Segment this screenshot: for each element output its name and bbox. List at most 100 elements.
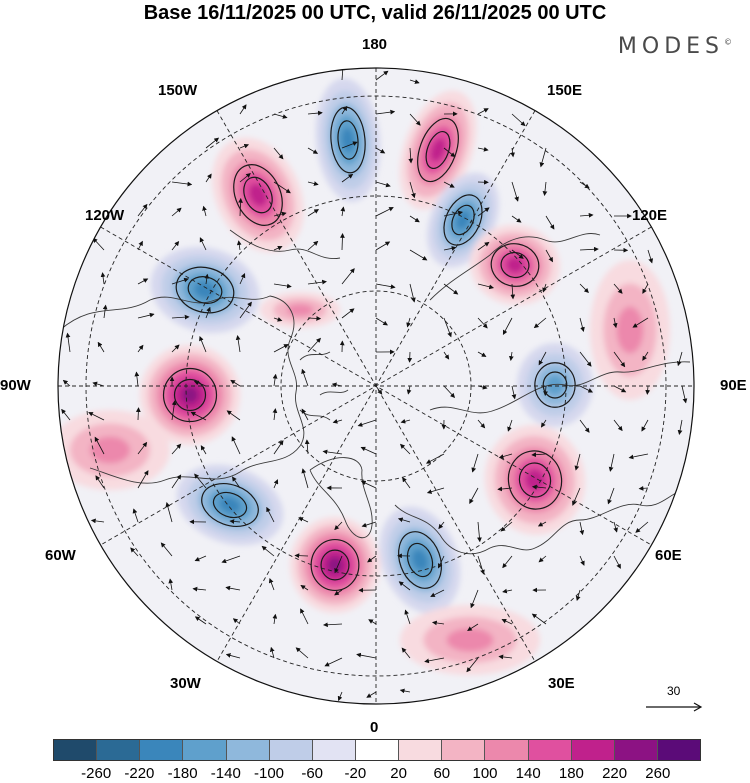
anomaly-contour-line [173,378,207,412]
wind-vector-arrow [307,240,319,251]
wind-vector-arrow [579,246,599,252]
wind-vector-arrow [199,237,207,251]
wind-vector-arrow [398,581,411,591]
wind-vector-arrow [511,181,519,202]
colorbar-tick-label: -180 [167,765,198,782]
wind-vector-arrow [375,385,383,395]
wind-vector-arrow [477,419,486,429]
coast-north-america [59,295,305,484]
wind-vector-arrow [511,385,517,400]
wind-vector-arrow [340,206,346,217]
colorbar-tick-label: 140 [515,765,541,782]
wind-vector-arrow [268,578,275,591]
wind-vector-arrow [273,283,292,289]
anomaly-contour-line [425,130,451,170]
positive-anomaly-band [446,628,494,652]
colorbar-swatch [355,740,400,760]
wind-vector-arrow [613,521,618,533]
wind-vector-arrow [401,647,411,659]
wind-vector-arrow [171,474,182,489]
wind-vector-arrow [579,351,592,367]
wind-vector-arrow [579,212,594,218]
wind-vector-arrow [137,203,148,217]
wind-vector-arrow [443,147,456,158]
wind-vector-arrow [539,147,547,168]
wind-vector-arrow [409,215,420,223]
anomaly-contour-line [542,371,568,399]
wind-vector-arrow [192,586,207,592]
wind-vector-arrow [613,555,621,569]
colorbar-swatch [312,740,356,760]
wind-vector-arrow [579,317,585,332]
wind-vector-arrow [171,181,193,187]
wind-vector-arrow [102,304,108,319]
wind-vector-arrow [171,314,190,320]
wind-vector-arrow [477,317,488,329]
negative-anomaly-band [219,496,241,514]
wind-vector-arrow [647,249,654,264]
wind-vector-arrow [194,555,207,562]
wind-vector-arrow [538,351,547,366]
wind-vector-arrow [235,335,241,353]
colorbar-tick-label: -140 [210,765,241,782]
wind-vector-arrow [90,518,105,524]
wind-vector-arrow [231,436,241,455]
wind-vectors [61,68,688,702]
anomaly-contour-line [175,266,235,314]
wind-vector-arrow [498,654,513,660]
chart-title: Base 16/11/2025 00 UTC, valid 26/11/2025… [143,2,607,24]
wind-vector-arrow [579,283,589,294]
wind-vector-arrow [94,436,105,455]
wind-vector-arrow [334,589,343,596]
wind-vector-arrow [273,245,283,251]
wind-vector-arrow [409,113,421,126]
colorbar-tick-label: 20 [390,765,407,782]
wind-vector-arrow [229,519,241,524]
colorbar-swatch [485,740,529,760]
wind-vector-arrow [171,241,180,251]
wind-vector-arrow [225,653,241,659]
wind-vector-arrow [171,277,189,285]
anomaly-contour-line [233,164,283,226]
meridian-line [100,226,652,546]
wind-vector-arrow [613,385,627,393]
wind-vector-arrow [443,385,456,398]
wind-vector-arrow [92,381,105,387]
wind-vector-arrow [341,173,354,183]
wind-vector-arrow [404,609,411,625]
wind-vector-arrow [239,104,247,115]
wind-vector-arrow [171,344,180,353]
wind-vector-arrow [409,249,428,261]
wind-vector-arrow [400,443,411,455]
wind-vector-arrow [531,452,547,458]
wind-vector-arrow [269,646,275,659]
colorbar [53,739,701,761]
wind-vector-arrow [190,411,207,421]
wind-vector-arrow [399,688,411,694]
wind-vector-arrow [477,351,487,357]
wind-vector-arrow [477,146,489,152]
colorbar-swatch [183,740,227,760]
wind-vector-arrow [681,385,688,404]
colorbar-tick-label: 260 [645,765,671,782]
coast-siberia [429,361,691,414]
wind-vector-arrow [194,616,207,625]
wind-vector-arrow [307,181,319,186]
wind-vector-arrow [295,647,309,659]
wind-vector-arrow [61,408,71,421]
wind-vector-arrow [100,272,106,285]
wind-vector-arrow [375,147,386,154]
lon-label-0: 0 [370,719,379,736]
wind-vector-arrow [341,268,355,285]
anomaly-contour-line [443,194,483,246]
lon-label-180: 180 [362,36,388,53]
wind-vector-arrow [334,521,343,531]
wind-vector-arrow [502,317,513,336]
wind-vector-arrow [501,618,513,625]
negative-anomaly-band [411,549,429,571]
lon-label-60w: 60W [45,547,76,564]
wind-vector-arrow [613,419,623,432]
colorbar-swatch [97,740,141,760]
graticule [58,68,694,704]
wind-vector-arrow [537,521,547,527]
